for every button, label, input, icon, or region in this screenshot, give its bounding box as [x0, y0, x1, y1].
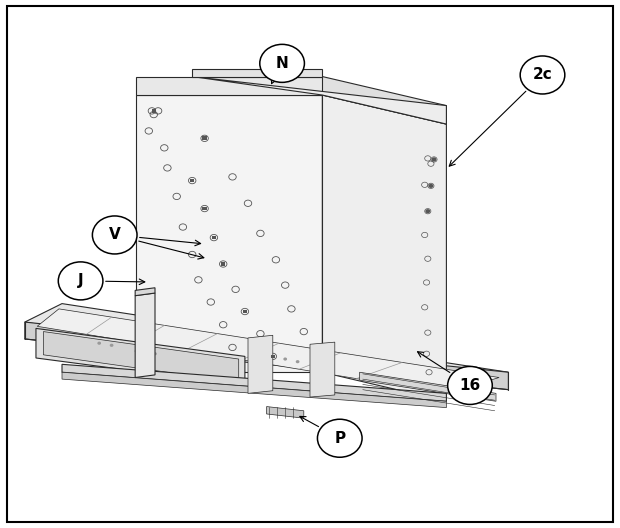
Bar [243, 309, 247, 314]
Text: V: V [109, 228, 120, 242]
Circle shape [135, 350, 138, 353]
Circle shape [153, 352, 157, 355]
Polygon shape [43, 332, 239, 382]
Circle shape [92, 216, 137, 254]
Polygon shape [248, 335, 273, 393]
Bar [221, 262, 226, 266]
Bar [270, 355, 275, 358]
Polygon shape [135, 288, 155, 296]
Circle shape [428, 184, 433, 188]
Circle shape [271, 355, 275, 358]
Bar [151, 109, 156, 112]
Polygon shape [37, 309, 499, 393]
Polygon shape [25, 322, 508, 390]
Circle shape [425, 209, 430, 213]
Polygon shape [25, 304, 508, 391]
Polygon shape [62, 372, 446, 408]
Bar [202, 206, 207, 210]
Circle shape [110, 344, 113, 347]
Polygon shape [135, 293, 155, 378]
Text: N: N [276, 56, 288, 71]
Circle shape [520, 56, 565, 94]
Circle shape [432, 157, 436, 162]
Text: 2c: 2c [533, 68, 552, 82]
Circle shape [260, 44, 304, 82]
Circle shape [58, 262, 103, 300]
Polygon shape [62, 364, 446, 401]
Circle shape [317, 419, 362, 457]
Polygon shape [360, 372, 496, 401]
Polygon shape [36, 328, 245, 385]
Circle shape [283, 357, 287, 361]
Bar [211, 235, 216, 239]
Bar [202, 136, 207, 140]
Text: J: J [78, 274, 84, 288]
Polygon shape [192, 69, 322, 77]
Text: 16: 16 [459, 378, 481, 393]
Bar [190, 178, 195, 182]
Polygon shape [322, 95, 446, 401]
Circle shape [448, 366, 492, 404]
Polygon shape [136, 95, 322, 372]
Polygon shape [136, 77, 322, 95]
Polygon shape [322, 77, 446, 124]
Circle shape [97, 342, 101, 345]
Polygon shape [267, 407, 304, 418]
Text: P: P [334, 431, 345, 446]
Text: eReplacementParts.com: eReplacementParts.com [234, 258, 386, 270]
Circle shape [296, 360, 299, 363]
Polygon shape [192, 77, 446, 124]
Polygon shape [310, 342, 335, 397]
